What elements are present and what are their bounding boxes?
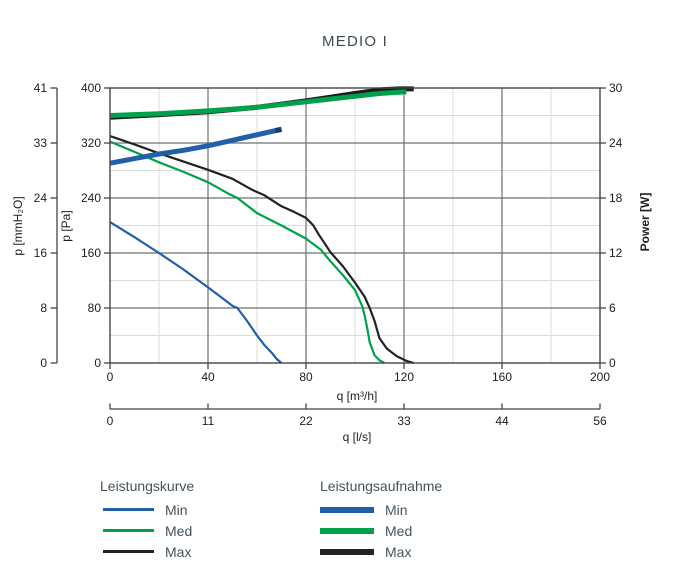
pa-tick-label: 0 bbox=[94, 356, 101, 370]
legend-item-min: Min bbox=[100, 499, 194, 520]
legend-item-label: Med bbox=[165, 522, 193, 539]
x-tick-label: 0 bbox=[107, 370, 114, 384]
series-leistungskurve-min bbox=[109, 221, 283, 364]
y-axis-pa-title: p [Pa] bbox=[59, 210, 73, 241]
mmh2o-tick-label: 16 bbox=[34, 246, 48, 260]
x-tick-label: 80 bbox=[299, 370, 313, 384]
y-axis-mmh2o-title: p [mmH₂O] bbox=[11, 196, 25, 255]
ls-tick-label: 0 bbox=[107, 414, 114, 428]
mmh2o-tick-label: 33 bbox=[34, 136, 48, 150]
power-tick-label: 24 bbox=[609, 136, 623, 150]
x-axis-primary-title: q [m³/h] bbox=[337, 389, 378, 403]
grid-minor bbox=[110, 88, 600, 363]
pa-tick-label: 80 bbox=[88, 301, 102, 315]
pa-tick-label: 400 bbox=[81, 81, 101, 95]
legend-swatch-med-line bbox=[103, 529, 154, 532]
x-tick-label: 40 bbox=[201, 370, 215, 384]
legend-group-title: Leistungskurve bbox=[100, 478, 195, 494]
ls-tick-label: 56 bbox=[593, 414, 607, 428]
x-tick-label: 200 bbox=[590, 370, 610, 384]
legend-swatch-min-line bbox=[103, 508, 154, 511]
legend-swatch-med-thick-line bbox=[320, 527, 374, 534]
x-tick-label: 160 bbox=[492, 370, 512, 384]
power-tick-label: 18 bbox=[609, 191, 623, 205]
mmh2o-tick-label: 0 bbox=[40, 356, 47, 370]
y-axis-mmh2o bbox=[50, 87, 58, 364]
mmh2o-tick-label: 41 bbox=[34, 81, 48, 95]
power-tick-label: 12 bbox=[609, 246, 623, 260]
legend-group-leistungskurve: Leistungskurve Min Med Max bbox=[100, 478, 194, 562]
series-group bbox=[109, 86, 415, 365]
legend-item-label: Max bbox=[165, 543, 192, 560]
grid-major bbox=[110, 88, 600, 363]
power-tick-label: 6 bbox=[609, 301, 616, 315]
ls-tick-label: 22 bbox=[299, 414, 313, 428]
legend-item-max: Max bbox=[320, 541, 442, 562]
ls-tick-label: 44 bbox=[495, 414, 509, 428]
ls-tick-label: 11 bbox=[202, 414, 215, 428]
legend-item-label: Med bbox=[385, 522, 413, 539]
series-leistungsaufnahme-med bbox=[109, 89, 407, 118]
x-tick-label: 120 bbox=[394, 370, 414, 384]
power-tick-label: 0 bbox=[609, 356, 616, 370]
legend-swatch-min-thick-line bbox=[320, 506, 374, 513]
pa-tick-label: 160 bbox=[81, 246, 101, 260]
series-leistungskurve-max bbox=[109, 135, 415, 365]
legend-item-med: Med bbox=[100, 520, 194, 541]
legend-item-med: Med bbox=[320, 520, 442, 541]
series-leistungsaufnahme-min bbox=[109, 126, 283, 166]
legend-item-label: Max bbox=[385, 543, 412, 560]
x-axis-secondary-title: q [l/s] bbox=[343, 430, 372, 444]
series-leistungskurve-med bbox=[109, 140, 385, 364]
y-axis-power bbox=[600, 87, 606, 364]
legend-swatch-max-thick-line bbox=[320, 548, 374, 555]
y-axis-power-title: Power [W] bbox=[638, 193, 652, 252]
pa-tick-label: 320 bbox=[81, 136, 101, 150]
legend-item-max: Max bbox=[100, 541, 194, 562]
mmh2o-tick-label: 8 bbox=[40, 301, 47, 315]
x-axis-primary bbox=[109, 363, 601, 369]
power-tick-label: 30 bbox=[609, 81, 623, 95]
legend-swatch-max-line bbox=[103, 550, 154, 553]
x-axis-secondary bbox=[109, 403, 601, 410]
mmh2o-tick-label: 24 bbox=[34, 191, 48, 205]
legend-item-label: Min bbox=[385, 501, 408, 518]
legend-item-min: Min bbox=[320, 499, 442, 520]
pa-tick-label: 240 bbox=[81, 191, 101, 205]
series-end-cap bbox=[274, 126, 283, 134]
legend-group-title: Leistungsaufnahme bbox=[320, 478, 443, 494]
ls-tick-label: 33 bbox=[397, 414, 411, 428]
y-axis-pa bbox=[104, 87, 110, 364]
plot-border bbox=[109, 87, 601, 364]
chart-title: MEDIO I bbox=[322, 33, 388, 50]
legend-group-leistungsaufnahme: Leistungsaufnahme Min Med Max bbox=[320, 478, 442, 562]
legend-item-label: Min bbox=[165, 501, 188, 518]
